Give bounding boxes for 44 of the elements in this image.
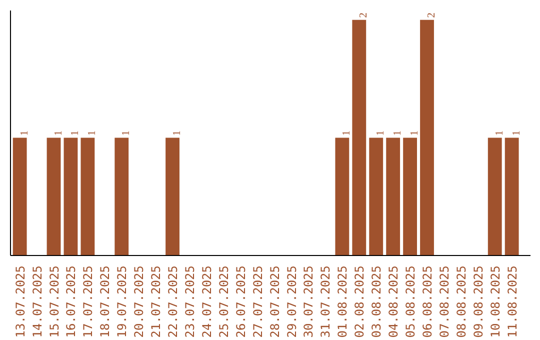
data-label: 1 <box>172 130 184 136</box>
data-label: 2 <box>426 12 438 18</box>
data-label: 1 <box>392 130 404 136</box>
x-tick-label: 15.07.2025 <box>47 265 62 338</box>
data-label: 1 <box>70 130 82 136</box>
data-label: 1 <box>494 130 506 136</box>
x-tick-label: 19.07.2025 <box>115 265 130 338</box>
x-tick-label: 25.07.2025 <box>216 265 231 338</box>
x-tick-label: 18.07.2025 <box>98 265 112 338</box>
x-tick-label: 29.07.2025 <box>284 265 299 338</box>
x-tick-label: 28.07.2025 <box>268 265 282 338</box>
x-tick-label: 09.08.2025 <box>471 265 486 338</box>
data-label: 1 <box>376 130 387 136</box>
data-label: 1 <box>342 130 353 136</box>
x-tick-label: 13.07.2025 <box>13 265 28 338</box>
x-tick-label: 20.07.2025 <box>132 265 146 338</box>
x-tick-label: 10.08.2025 <box>488 265 502 338</box>
x-tick-label: 23.07.2025 <box>182 265 197 338</box>
x-tick-label: 16.07.2025 <box>64 265 78 338</box>
x-tick-label: 21.07.2025 <box>149 265 164 338</box>
x-tick-label: 30.07.2025 <box>302 265 316 338</box>
x-tick-label: 02.08.2025 <box>352 265 367 338</box>
x-tick-label: 14.07.2025 <box>30 265 44 338</box>
data-label: 1 <box>19 130 30 136</box>
data-label: 1 <box>53 130 64 136</box>
x-tick-label: 26.07.2025 <box>234 265 248 338</box>
x-tick-label: 22.07.2025 <box>166 265 180 338</box>
x-tick-label: 11.08.2025 <box>505 265 520 338</box>
x-tick-label: 17.07.2025 <box>81 265 96 338</box>
x-tick-label: 01.08.2025 <box>336 265 350 338</box>
data-label: 1 <box>87 130 98 136</box>
x-tick-label: 04.08.2025 <box>386 265 401 338</box>
data-label: 2 <box>358 12 370 18</box>
x-tick-label: 03.08.2025 <box>370 265 384 338</box>
x-tick-label: 27.07.2025 <box>250 265 265 338</box>
x-tick-label: 31.07.2025 <box>318 265 333 338</box>
data-label: 1 <box>511 130 522 136</box>
x-tick-label: 06.08.2025 <box>420 265 435 338</box>
x-tick-label: 07.08.2025 <box>437 265 452 338</box>
data-label: 1 <box>121 130 132 136</box>
x-tick-label: 05.08.2025 <box>404 265 418 338</box>
x-tick-label: 24.07.2025 <box>200 265 214 338</box>
data-label: 1 <box>410 130 421 136</box>
x-tick-label: 08.08.2025 <box>454 265 468 338</box>
